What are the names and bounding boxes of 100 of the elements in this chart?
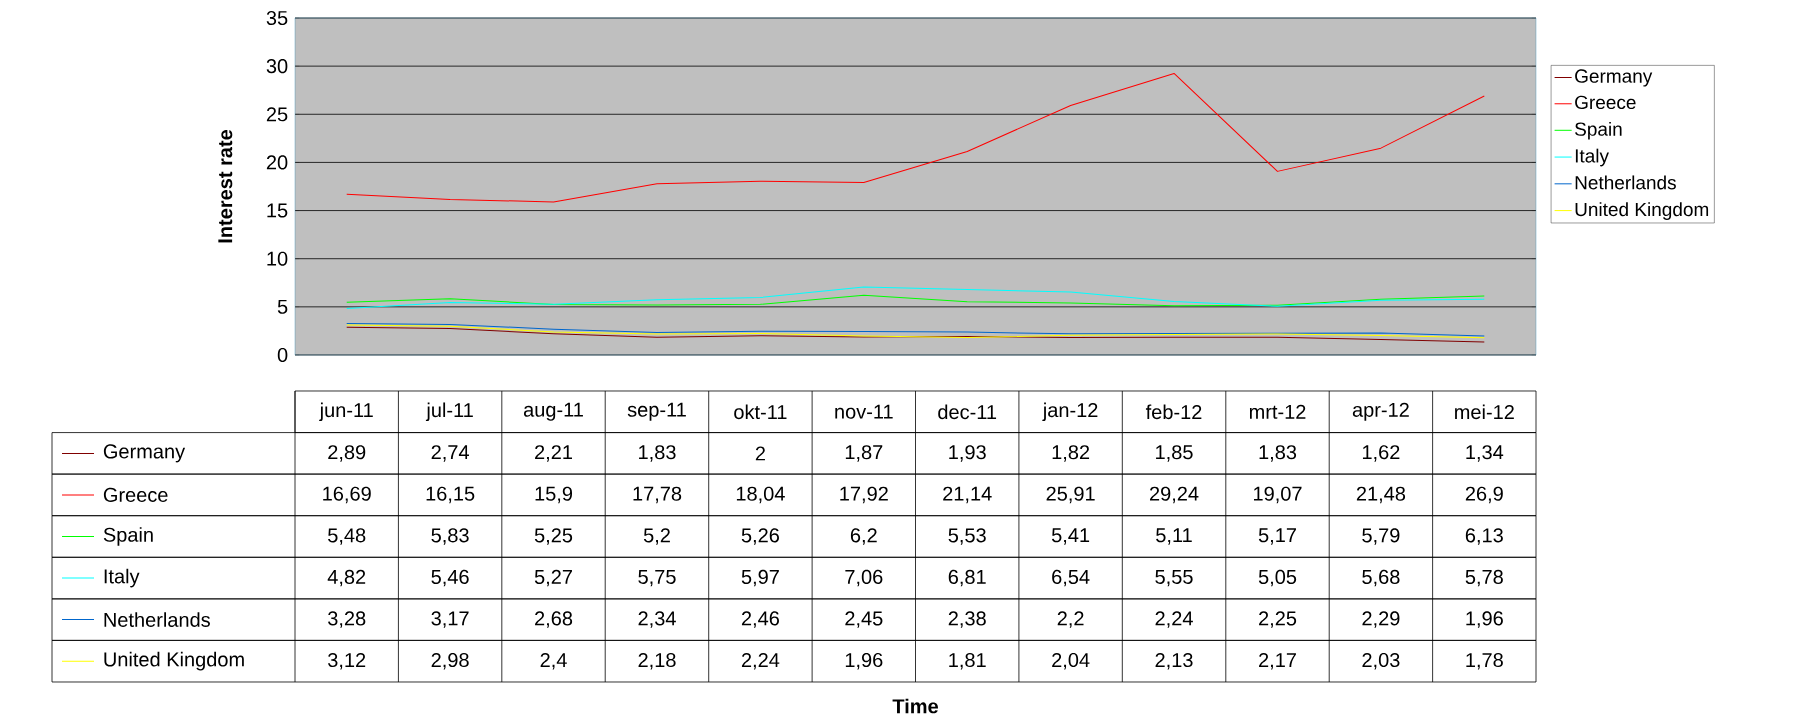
text: Netherlands <box>104 612 210 627</box>
data-label: 2,04 <box>1052 652 1090 670</box>
data-label: 16,69 <box>323 486 371 504</box>
data-label: 1,62 <box>1362 445 1400 462</box>
data-label: 4,82 <box>327 569 366 587</box>
data-label: 15,9 <box>535 486 573 504</box>
data-label: 2,29 <box>1362 611 1400 628</box>
data-label: 1,34 <box>1466 445 1504 462</box>
data-label: 5,79 <box>1362 528 1400 545</box>
data-label: 1,81 <box>949 652 986 670</box>
y-tick-label: 15 <box>267 203 288 218</box>
data-label: 18,04 <box>736 486 785 504</box>
data-label: 2,68 <box>535 611 573 628</box>
text: Spain <box>103 527 153 546</box>
x-tick-label: jun-11 <box>319 402 373 422</box>
data-label: 5,26 <box>741 528 779 545</box>
y-tick-label: 35 <box>266 10 288 26</box>
legend-label: Netherlands <box>1575 175 1676 190</box>
line-series <box>346 286 1485 310</box>
text: Italy <box>104 568 140 588</box>
data-label: 1,82 <box>1052 445 1090 462</box>
x-tick-label: apr-12 <box>1352 402 1409 421</box>
data-label: 16,15 <box>426 486 475 504</box>
data-label: 2,46 <box>741 611 779 628</box>
x-tick-label: jul-11 <box>425 402 473 422</box>
data-label: 1,96 <box>845 652 883 670</box>
data-label: 2,2 <box>1057 611 1084 628</box>
x-tick-label: aug-11 <box>523 402 583 421</box>
data-label: 2,38 <box>948 611 986 628</box>
data-label: 19,07 <box>1254 486 1302 504</box>
data-label: 17,78 <box>633 486 682 504</box>
data-label: 2,18 <box>638 652 676 670</box>
data-label: 7,06 <box>845 569 883 587</box>
data-label: 2,25 <box>1259 611 1297 628</box>
data-label: 2,17 <box>1259 652 1296 670</box>
data-label: 2,4 <box>540 652 567 670</box>
y-tick-label: 0 <box>277 347 288 363</box>
data-label: 29,24 <box>1149 486 1199 504</box>
data-label: 2,34 <box>638 611 676 628</box>
y-tick-label: 10 <box>267 251 288 266</box>
data-label: 21,48 <box>1356 486 1406 504</box>
data-label: 1,85 <box>1156 445 1193 462</box>
data-label: 3,12 <box>328 652 366 670</box>
data-label: 5,68 <box>1362 569 1400 587</box>
data-label: 2,13 <box>1155 652 1193 670</box>
y-axis-title: Interest rate <box>218 129 233 243</box>
data-label: 1,87 <box>845 445 883 462</box>
data-label: 5,78 <box>1465 569 1503 587</box>
legend-label: Greece <box>1575 95 1636 110</box>
y-tick-label: 30 <box>266 59 288 74</box>
data-label: 6,13 <box>1465 528 1503 545</box>
data-label: 25,91 <box>1046 486 1095 504</box>
x-tick-label: sep-11 <box>627 402 686 421</box>
data-label: 1,96 <box>1466 611 1503 628</box>
legend-label: Spain <box>1575 121 1622 140</box>
data-label: 5,41 <box>1051 528 1090 545</box>
data-label: 3,28 <box>328 611 366 628</box>
x-tick-label: mei-12 <box>1455 404 1514 420</box>
data-label: 1,83 <box>639 445 676 462</box>
y-tick-label: 5 <box>277 299 288 314</box>
data-label: 2,21 <box>535 445 572 462</box>
data-label: 5,11 <box>1156 528 1192 545</box>
y-tick-label: 20 <box>266 155 288 170</box>
x-tick-label: dec-11 <box>938 404 997 420</box>
data-label: 5,27 <box>534 569 572 587</box>
line-series <box>346 326 1485 343</box>
data-label: 5,83 <box>431 528 469 545</box>
x-tick-label: nov-11 <box>835 404 893 419</box>
data-label: 2,24 <box>741 652 780 670</box>
data-label: 2,24 <box>1155 611 1193 628</box>
line-series <box>346 294 1485 307</box>
data-label: 5,55 <box>1155 569 1193 587</box>
x-tick-label: feb-12 <box>1145 404 1202 420</box>
data-label: 5,97 <box>741 569 779 587</box>
x-tick-label: okt-11 <box>734 404 787 420</box>
text: Germany <box>1575 69 1653 87</box>
data-label: 5,25 <box>534 528 573 545</box>
data-label: 2,74 <box>431 445 469 462</box>
legend-label: United Kingdom <box>1575 202 1709 220</box>
data-label: 6,81 <box>948 569 986 587</box>
data-label: 5,75 <box>638 569 676 587</box>
data-label: 5,2 <box>643 528 670 545</box>
data-label: 17,92 <box>840 486 888 504</box>
data-label: 5,48 <box>328 528 366 545</box>
text: United Kingdom <box>104 651 244 671</box>
data-label: 2,45 <box>845 611 883 628</box>
data-label: 21,14 <box>943 486 992 504</box>
line-series <box>346 72 1485 203</box>
data-label: 3,17 <box>431 611 469 628</box>
x-tick-label: mrt-12 <box>1249 404 1306 419</box>
data-label: 26,9 <box>1465 486 1503 504</box>
legend-label: Italy <box>1575 148 1609 167</box>
data-label: 1,78 <box>1466 652 1503 670</box>
data-label: 5,46 <box>431 569 469 587</box>
legend-label: Germany <box>103 444 186 463</box>
data-label: 6,2 <box>850 528 877 545</box>
text: Greece <box>103 487 168 502</box>
y-tick-label: 25 <box>266 107 288 122</box>
x-tick-label: jan-12 <box>1042 402 1098 422</box>
data-label: 5,05 <box>1258 569 1297 587</box>
